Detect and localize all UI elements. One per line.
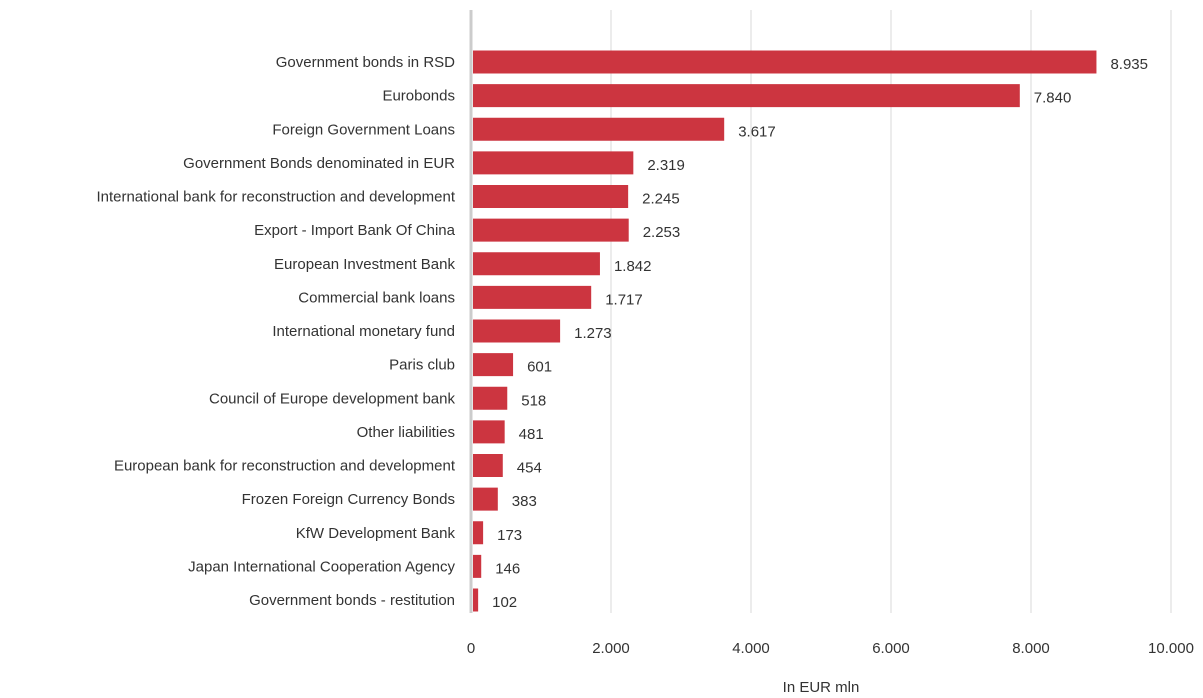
value-label: 2.319	[647, 157, 685, 174]
x-axis-title: In EUR mln	[783, 679, 860, 696]
bar	[473, 521, 484, 545]
bar	[473, 386, 508, 410]
x-axis-ticks: 0 2.000 4.000 6.000 8.000 10.000	[467, 640, 1194, 657]
grid-lines	[469, 10, 1172, 613]
category-label: Eurobonds	[382, 88, 455, 105]
bar	[473, 117, 725, 141]
category-label: KfW Development Bank	[296, 525, 456, 542]
value-label: 2.245	[642, 191, 680, 208]
x-tick-label: 10.000	[1148, 640, 1194, 657]
category-label: Council of Europe development bank	[209, 390, 455, 407]
category-label: Japan International Cooperation Agency	[188, 558, 455, 575]
value-label: 454	[517, 460, 542, 477]
value-label: 102	[492, 594, 517, 611]
bar	[473, 420, 505, 444]
category-label: Foreign Government Loans	[272, 121, 455, 138]
x-tick-label: 6.000	[872, 640, 910, 657]
value-label: 173	[497, 527, 522, 544]
bar	[473, 84, 1020, 108]
category-label: International bank for reconstruction an…	[96, 189, 455, 206]
value-label: 481	[519, 426, 544, 443]
x-tick-label: 8.000	[1012, 640, 1050, 657]
value-label: 1.842	[614, 258, 652, 275]
bar	[473, 185, 629, 208]
category-label: Export - Import Bank Of China	[254, 222, 456, 239]
bar	[473, 487, 498, 511]
category-labels: Government bonds in RSD Eurobonds Foreign …	[96, 54, 455, 609]
x-tick-label: 2.000	[592, 640, 630, 657]
bar	[473, 554, 482, 578]
bar	[473, 252, 600, 276]
bar	[473, 353, 514, 377]
category-label: Government bonds - restitution	[249, 592, 455, 609]
category-label: European Investment Bank	[274, 256, 455, 273]
category-label: International monetary fund	[272, 323, 455, 340]
value-label: 7.840	[1034, 90, 1072, 107]
bar	[473, 588, 479, 612]
category-label: Government bonds in RSD	[276, 54, 455, 71]
x-tick-label: 4.000	[732, 640, 770, 657]
bars	[473, 50, 1097, 612]
value-label: 2.253	[643, 224, 681, 241]
category-label: Paris club	[389, 357, 455, 374]
value-labels: 8.935 7.840 3.617 2.319 2.245 2.253 1.842 1.717…	[492, 56, 1148, 611]
category-label: Other liabilities	[357, 424, 455, 441]
value-label: 383	[512, 493, 537, 510]
category-label: European bank for reconstruction and dev…	[114, 458, 456, 475]
bar	[473, 151, 634, 175]
bar	[473, 285, 592, 309]
value-label: 146	[495, 560, 520, 577]
bar	[473, 319, 561, 343]
value-label: 3.617	[738, 123, 776, 140]
value-label: 601	[527, 359, 552, 376]
value-label: 518	[521, 392, 546, 409]
bar	[473, 218, 629, 242]
bar	[473, 50, 1097, 74]
value-label: 1.273	[574, 325, 612, 342]
category-label: Frozen Foreign Currency Bonds	[242, 491, 455, 508]
x-tick-label: 0	[467, 640, 475, 657]
value-label: 8.935	[1110, 56, 1148, 73]
category-label: Commercial bank loans	[298, 289, 455, 306]
value-label: 1.717	[605, 291, 643, 308]
bar	[473, 454, 503, 477]
category-label: Government Bonds denominated in EUR	[183, 155, 455, 172]
